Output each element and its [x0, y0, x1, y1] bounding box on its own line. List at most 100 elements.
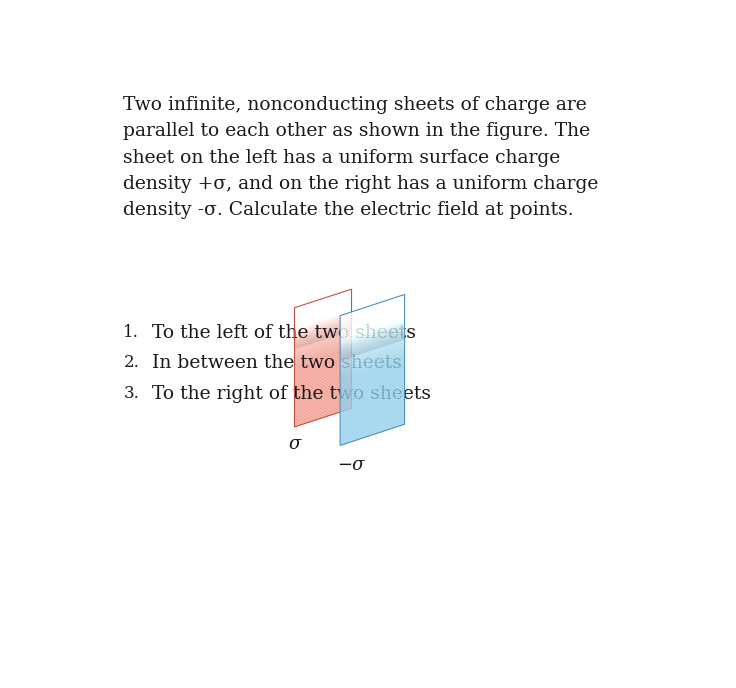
- Polygon shape: [340, 343, 405, 366]
- Polygon shape: [340, 334, 405, 356]
- Polygon shape: [294, 362, 352, 383]
- Polygon shape: [294, 290, 352, 311]
- Polygon shape: [294, 377, 352, 397]
- Polygon shape: [294, 349, 352, 369]
- Text: 1.: 1.: [124, 323, 139, 341]
- Polygon shape: [294, 383, 352, 403]
- Polygon shape: [294, 368, 352, 388]
- Polygon shape: [340, 312, 405, 335]
- Polygon shape: [294, 319, 352, 339]
- Polygon shape: [340, 329, 405, 352]
- Polygon shape: [294, 341, 352, 361]
- Polygon shape: [340, 366, 405, 389]
- Polygon shape: [340, 345, 405, 367]
- Polygon shape: [340, 421, 405, 444]
- Polygon shape: [294, 334, 352, 354]
- Polygon shape: [340, 321, 405, 343]
- Polygon shape: [340, 303, 405, 325]
- Polygon shape: [294, 387, 352, 407]
- Polygon shape: [340, 379, 405, 402]
- Polygon shape: [340, 395, 405, 418]
- Polygon shape: [340, 403, 405, 426]
- Polygon shape: [294, 338, 352, 358]
- Text: To the left of the two sheets: To the left of the two sheets: [152, 323, 416, 342]
- Polygon shape: [340, 398, 405, 421]
- Polygon shape: [294, 337, 352, 357]
- Polygon shape: [294, 325, 352, 345]
- Polygon shape: [294, 405, 352, 425]
- Polygon shape: [340, 408, 405, 431]
- Polygon shape: [340, 304, 405, 327]
- Polygon shape: [340, 354, 405, 377]
- Polygon shape: [340, 380, 405, 403]
- Polygon shape: [340, 314, 405, 336]
- Polygon shape: [340, 335, 405, 358]
- Polygon shape: [294, 376, 352, 396]
- Polygon shape: [294, 358, 352, 378]
- Polygon shape: [294, 385, 352, 405]
- Polygon shape: [340, 353, 405, 376]
- Polygon shape: [340, 402, 405, 424]
- Polygon shape: [294, 369, 352, 389]
- Polygon shape: [294, 394, 352, 413]
- Polygon shape: [340, 422, 405, 445]
- Polygon shape: [294, 343, 352, 363]
- Polygon shape: [340, 397, 405, 420]
- Polygon shape: [340, 369, 405, 392]
- Polygon shape: [294, 382, 352, 402]
- Polygon shape: [294, 292, 352, 312]
- Polygon shape: [340, 411, 405, 434]
- Polygon shape: [294, 359, 352, 379]
- Polygon shape: [294, 340, 352, 360]
- Polygon shape: [294, 308, 352, 329]
- Polygon shape: [340, 409, 405, 433]
- Polygon shape: [340, 374, 405, 397]
- Polygon shape: [294, 313, 352, 333]
- Polygon shape: [294, 355, 352, 375]
- Text: In between the two sheets: In between the two sheets: [152, 354, 402, 372]
- Polygon shape: [294, 289, 352, 309]
- Polygon shape: [294, 364, 352, 384]
- Polygon shape: [340, 384, 405, 407]
- Polygon shape: [340, 387, 405, 410]
- Polygon shape: [340, 382, 405, 405]
- Polygon shape: [294, 301, 352, 321]
- Polygon shape: [294, 317, 352, 338]
- Polygon shape: [294, 331, 352, 351]
- Text: σ: σ: [289, 435, 301, 453]
- Polygon shape: [340, 352, 405, 374]
- Polygon shape: [294, 407, 352, 427]
- Polygon shape: [340, 390, 405, 413]
- Polygon shape: [340, 420, 405, 442]
- Polygon shape: [340, 376, 405, 398]
- Polygon shape: [294, 380, 352, 400]
- Polygon shape: [294, 391, 352, 411]
- Polygon shape: [294, 307, 352, 327]
- Polygon shape: [340, 348, 405, 371]
- Polygon shape: [294, 400, 352, 420]
- Polygon shape: [340, 322, 405, 345]
- Polygon shape: [294, 304, 352, 324]
- Polygon shape: [294, 332, 352, 352]
- Polygon shape: [294, 361, 352, 380]
- Polygon shape: [340, 394, 405, 416]
- Polygon shape: [340, 407, 405, 429]
- Polygon shape: [294, 316, 352, 336]
- Polygon shape: [294, 298, 352, 318]
- Polygon shape: [340, 330, 405, 353]
- Polygon shape: [340, 341, 405, 365]
- Polygon shape: [294, 386, 352, 406]
- Polygon shape: [340, 363, 405, 385]
- Polygon shape: [294, 352, 352, 372]
- Polygon shape: [294, 353, 352, 374]
- Polygon shape: [294, 402, 352, 422]
- Polygon shape: [294, 365, 352, 385]
- Polygon shape: [340, 308, 405, 330]
- Polygon shape: [340, 298, 405, 321]
- Polygon shape: [340, 405, 405, 428]
- Polygon shape: [294, 297, 352, 316]
- Polygon shape: [294, 326, 352, 347]
- Polygon shape: [294, 371, 352, 391]
- Text: Two infinite, nonconducting sheets of charge are
parallel to each other as shown: Two infinite, nonconducting sheets of ch…: [124, 96, 599, 219]
- Polygon shape: [340, 359, 405, 382]
